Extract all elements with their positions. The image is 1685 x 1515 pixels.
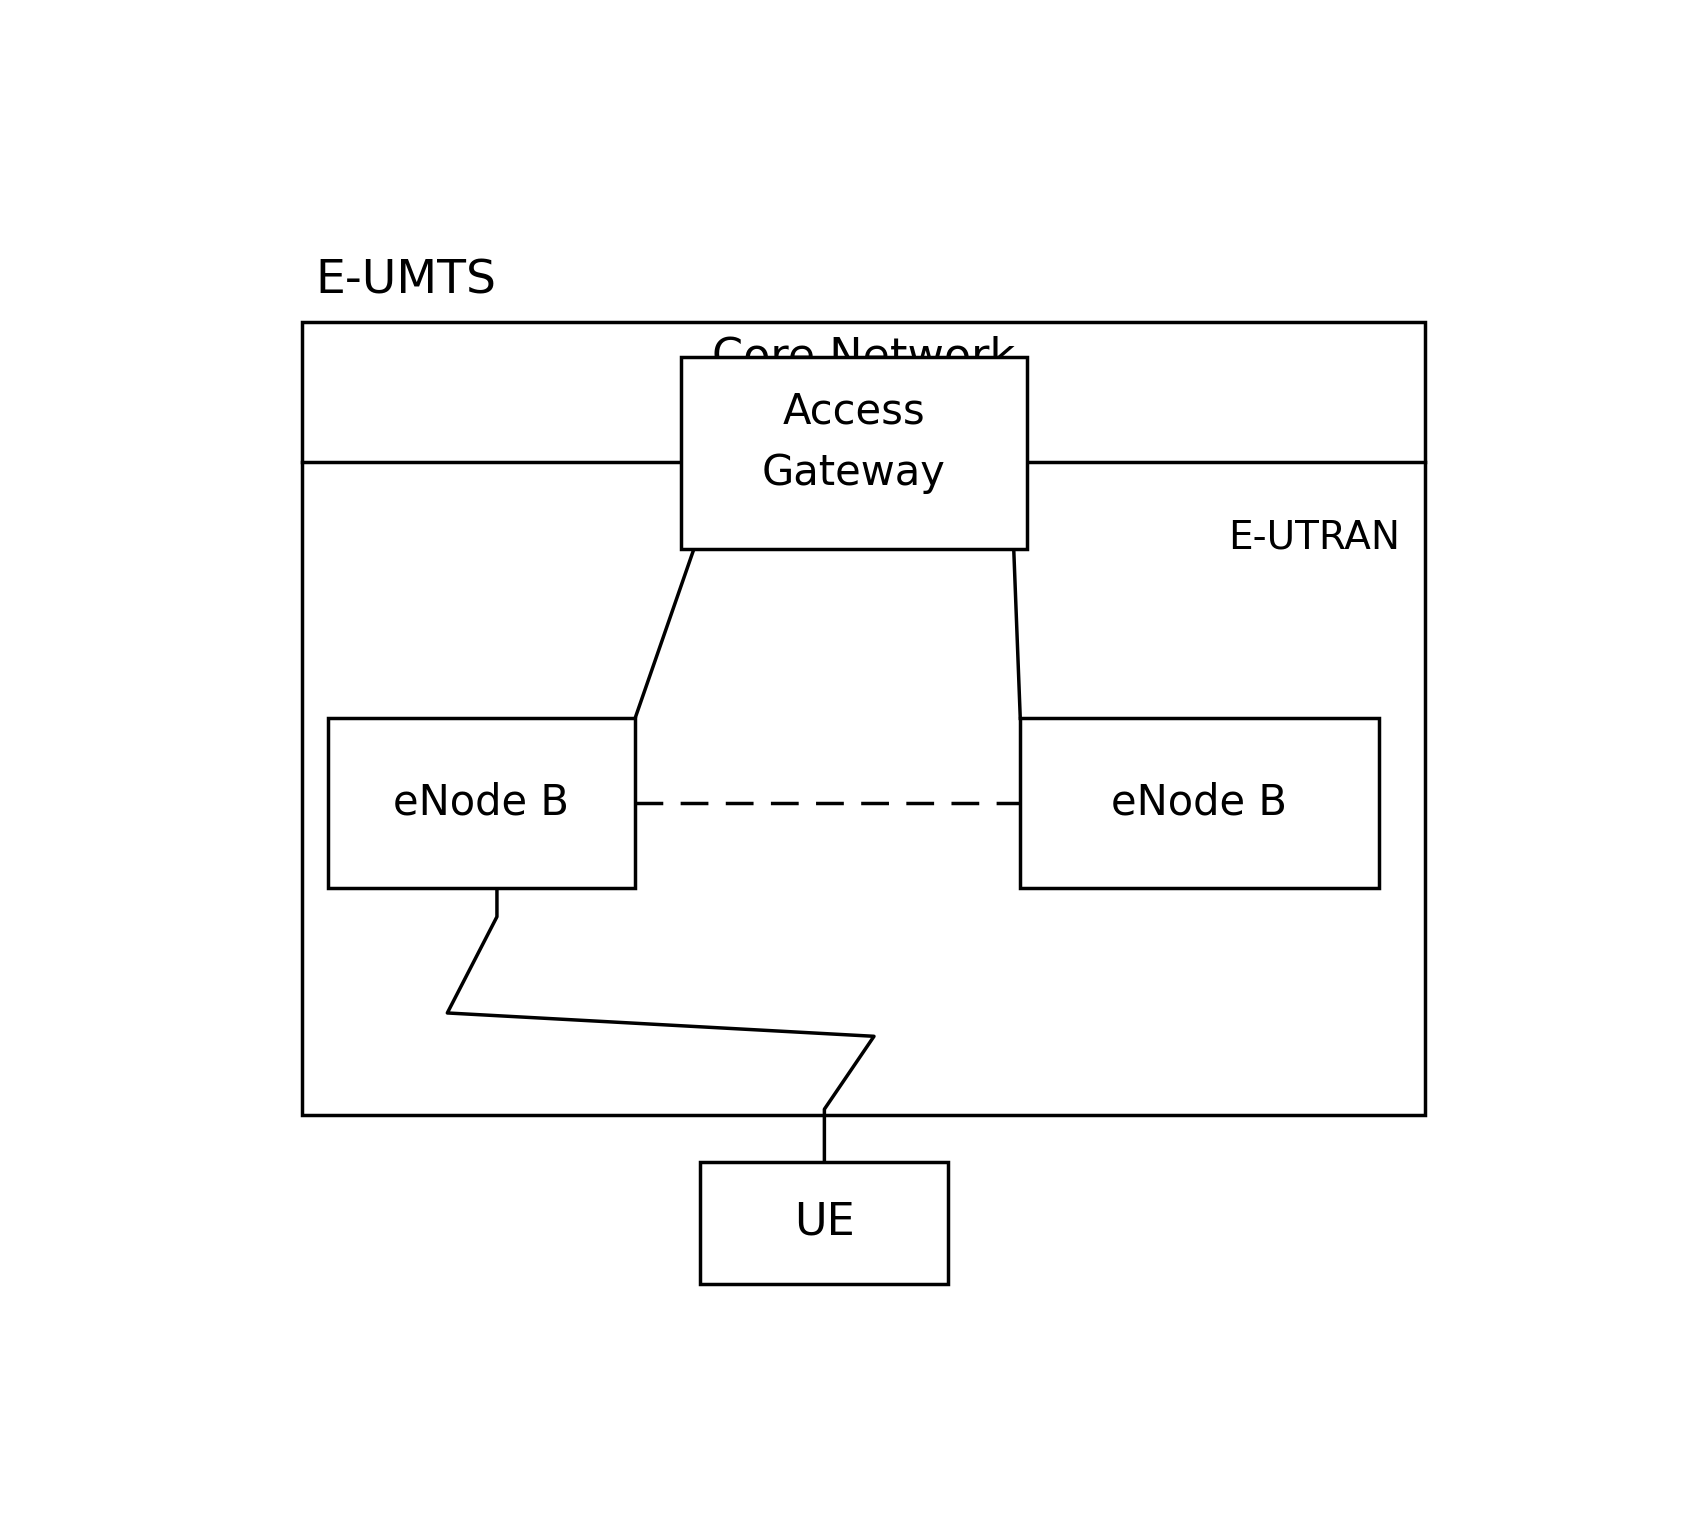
Bar xyxy=(1019,718,1380,888)
Text: Gateway: Gateway xyxy=(762,453,945,494)
Text: UE: UE xyxy=(794,1201,854,1244)
Text: eNode B: eNode B xyxy=(393,782,570,824)
Bar xyxy=(302,321,1426,1115)
Text: eNode B: eNode B xyxy=(1110,782,1287,824)
Text: Access: Access xyxy=(782,391,925,433)
Bar xyxy=(701,1162,949,1285)
Text: E-UTRAN: E-UTRAN xyxy=(1228,518,1400,556)
Text: E-UMTS: E-UMTS xyxy=(315,259,495,303)
Bar xyxy=(681,356,1026,550)
Text: Core Network: Core Network xyxy=(713,335,1014,379)
Bar xyxy=(329,718,635,888)
